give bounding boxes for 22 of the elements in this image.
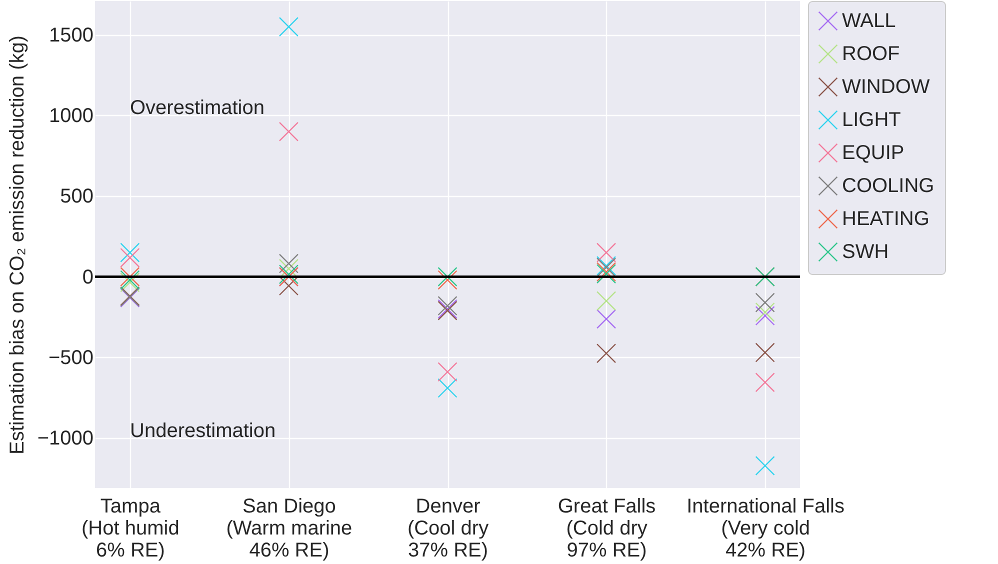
legend-label: HEATING [842, 208, 930, 230]
legend-label: WINDOW [842, 76, 930, 98]
y-tick-label: 1000 [49, 104, 94, 127]
y-tick-label: 500 [60, 186, 94, 208]
annotation: Overestimation [130, 97, 264, 119]
x-tick-label: Tampa (Hot humid 6% RE) [82, 496, 180, 562]
x-tick-label: San Diego (Warm marine 46% RE) [226, 496, 352, 562]
legend-label: EQUIP [842, 142, 904, 164]
legend-label: SWH [842, 241, 889, 263]
y-tick-label: 1500 [49, 24, 94, 46]
legend-label: COOLING [842, 175, 934, 197]
y-tick-label: 0 [82, 266, 94, 288]
y-tick-label: −500 [48, 346, 94, 369]
legend-label: LIGHT [842, 109, 901, 131]
x-tick-label: International Falls (Very cold 42% RE) [686, 496, 845, 562]
annotation: Underestimation [130, 420, 276, 442]
x-tick-label: Denver (Cool dry 37% RE) [407, 496, 489, 562]
x-tick-label: Great Falls (Cold dry 97% RE) [558, 496, 656, 562]
legend-label: WALL [842, 10, 896, 32]
y-axis-title: Estimation bias on CO₂ emission reduction (kg) [6, 35, 28, 455]
legend-label: ROOF [842, 43, 900, 65]
y-tick-label: −1000 [37, 428, 94, 450]
